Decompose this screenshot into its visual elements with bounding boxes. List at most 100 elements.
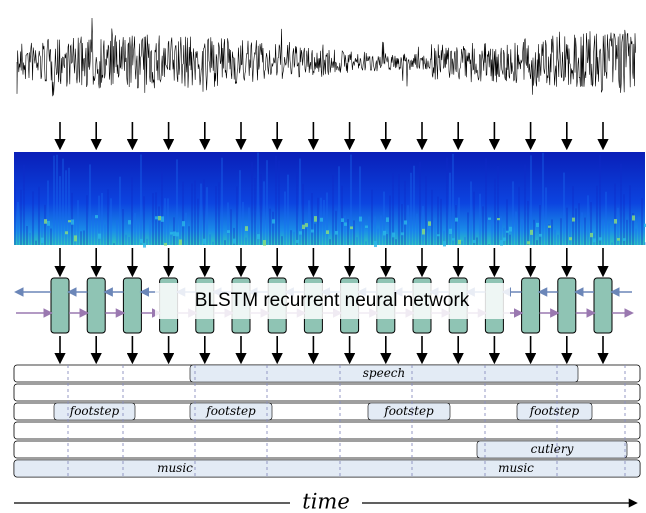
spectrogram-spot [203, 238, 206, 245]
spectrogram-stripe [98, 195, 100, 245]
spectrogram-stripe [131, 177, 133, 245]
spectrogram-stripe [482, 206, 484, 245]
spectrogram-stripe [188, 226, 190, 245]
lstm-cell [557, 277, 577, 334]
spectrogram-stripe [14, 181, 16, 245]
event-label: footstep [205, 404, 256, 418]
spectrogram-stripe [164, 198, 166, 245]
spectrogram-spot [68, 220, 71, 223]
spectrogram-stripe [389, 195, 391, 245]
spectrogram-stripe [383, 191, 385, 245]
spectrogram-stripe [416, 213, 418, 245]
spectrogram-stripe [443, 230, 445, 245]
spectrogram-spot [341, 218, 344, 223]
spectrogram-stripe [230, 209, 232, 245]
spectrogram-stripe [248, 207, 250, 245]
spectrogram-spot [386, 217, 389, 222]
spectrogram-stripe [152, 193, 154, 245]
event-segment [189, 364, 579, 383]
spectrogram-spot [41, 237, 44, 244]
spectrogram-stripe [368, 216, 370, 245]
spectrogram-spot [245, 226, 248, 231]
spectrogram-stripe [353, 220, 355, 245]
spectrogram-stripe [113, 243, 115, 245]
spectrogram-stripe [170, 235, 172, 245]
spectrogram-stripe [296, 172, 298, 245]
spectrogram-stripe [323, 199, 325, 245]
spectrogram-spot [311, 229, 314, 233]
spectrogram-spot [359, 216, 362, 222]
spectrogram-stripe [449, 172, 451, 245]
spectrogram-stripe [134, 213, 136, 245]
spectrogram-stripe [95, 216, 97, 245]
spectrogram-spot [599, 237, 602, 241]
spectrogram-stripe [350, 154, 352, 245]
spectrogram-stripe [83, 230, 85, 245]
arrows [54, 122, 609, 365]
spectrogram-stripe [503, 228, 505, 245]
spectrogram-spot [272, 219, 275, 224]
spectrogram-stripe [527, 200, 529, 245]
spectrogram-stripe [41, 217, 43, 245]
spectrogram-stripe [80, 231, 82, 245]
spectrogram-stripe [497, 165, 499, 245]
spectrogram-stripe [509, 234, 511, 245]
spectrogram-stripe [62, 158, 64, 245]
spectrogram-stripe [92, 215, 94, 245]
spectrogram-stripe [554, 229, 556, 245]
spectrogram-stripe [398, 174, 400, 245]
spectrogram-stripe [20, 189, 22, 245]
spectrogram-stripe [326, 192, 328, 245]
spectrogram-spot [530, 229, 533, 235]
event-row [13, 421, 641, 440]
event-label: music [157, 461, 193, 475]
spectrogram-spot [257, 234, 260, 240]
spectrogram-stripe [266, 160, 268, 245]
spectrogram-stripe [317, 197, 319, 245]
spectrogram-stripe [56, 154, 58, 245]
spectrogram-stripe [287, 174, 289, 245]
spectrogram-spot [617, 238, 620, 241]
spectrogram-stripe [431, 189, 433, 245]
spectrogram-spot [458, 239, 461, 245]
spectrogram-stripe [233, 227, 235, 245]
spectrogram-spot [539, 233, 542, 237]
spectrogram-stripe [143, 196, 145, 245]
spectrogram-spot [176, 232, 179, 237]
lstm-cell [122, 277, 142, 334]
spectrogram-spot [44, 219, 47, 224]
spectrogram-spot [374, 241, 377, 248]
spectrogram-stripe [413, 165, 415, 245]
spectrogram-spot [350, 226, 353, 230]
spectrogram-stripe [104, 224, 106, 245]
spectrogram-stripe [125, 234, 127, 245]
spectrogram-stripe [191, 183, 193, 245]
spectrogram-stripe [380, 215, 382, 245]
spectrogram-spot [623, 238, 626, 241]
spectrogram-stripe [521, 218, 523, 245]
spectrogram-spot [443, 241, 446, 247]
spectrogram-stripe [476, 237, 478, 245]
spectrogram-stripe [38, 186, 40, 245]
spectrogram-stripe [578, 203, 580, 245]
spectrogram-stripe [179, 218, 181, 245]
spectrogram-stripe [89, 164, 91, 245]
spectrogram-stripe [557, 234, 559, 245]
spectrogram-spot [383, 230, 386, 236]
spectrogram-stripe [566, 207, 568, 245]
spectrogram-stripe [158, 206, 160, 245]
spectrogram-spot [182, 221, 185, 227]
spectrogram-stripe [128, 237, 130, 245]
network-label-box [155, 283, 510, 319]
spectrogram-spot [296, 239, 299, 244]
spectrogram-stripe [23, 164, 25, 245]
spectrogram-spot [632, 215, 635, 221]
event-label: footstep [69, 404, 120, 418]
spectrogram-stripe [122, 209, 124, 245]
spectrogram-stripe [329, 239, 331, 245]
spectrogram-spot [320, 217, 323, 222]
spectrogram-stripe [515, 211, 517, 245]
spectrogram-spot [506, 230, 509, 233]
spectrogram-stripe [53, 155, 55, 245]
spectrogram-stripe [173, 217, 175, 245]
